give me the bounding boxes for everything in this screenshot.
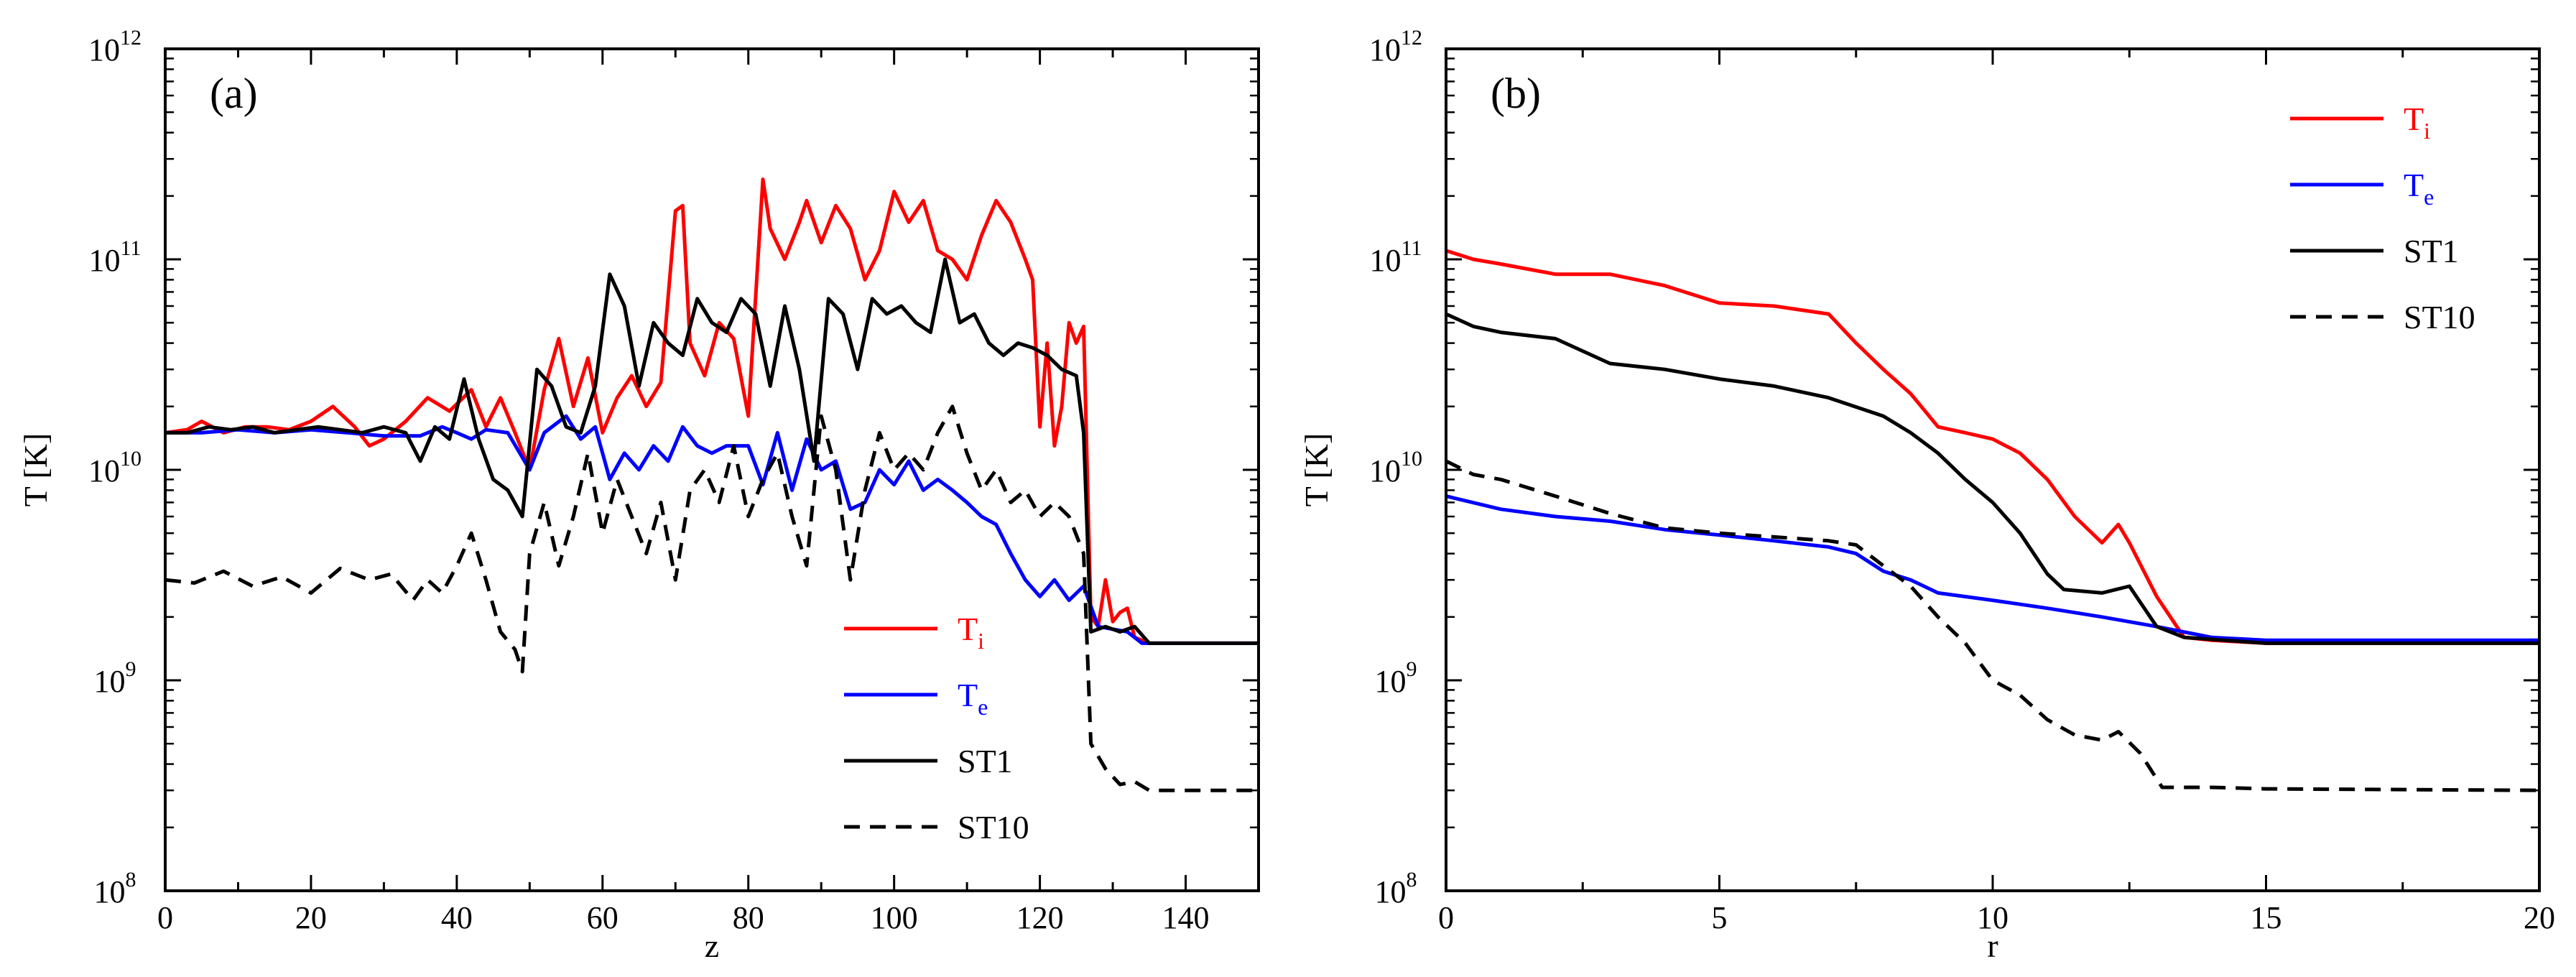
y-tick-exponent: 10 [120, 447, 142, 471]
y-tick-exponent: 12 [1401, 26, 1422, 50]
legend-label-main: T [958, 611, 978, 647]
series-line-te [165, 414, 1259, 645]
legend-label-main: ST10 [2404, 299, 2475, 335]
x-tick-label: 120 [1016, 900, 1064, 935]
y-tick-base: 10 [1369, 453, 1401, 488]
series-line-ti [165, 177, 1259, 645]
legend-label-st1: ST1 [958, 743, 1013, 779]
x-tick-label: 80 [733, 900, 764, 935]
series-line-te [1446, 494, 2539, 642]
x-tick-label: 60 [587, 900, 618, 935]
y-tick-base: 10 [1375, 664, 1407, 699]
y-tick-label: 1012 [88, 26, 142, 68]
legend-label-subscript: i [2424, 118, 2430, 144]
series-line-st1 [1446, 312, 2539, 645]
legend-label-main: ST10 [958, 809, 1029, 846]
legend-label-subscript: e [978, 694, 988, 720]
plot-frame [1445, 47, 2541, 892]
y-tick-base: 10 [1370, 243, 1401, 278]
x-tick-label: 10 [1977, 900, 2009, 935]
y-tick-label: 109 [94, 657, 136, 699]
y-tick-exponent: 11 [121, 236, 142, 260]
legend-label-te: Te [2404, 167, 2434, 210]
y-tick-base: 10 [94, 664, 126, 699]
y-tick-base: 10 [89, 243, 121, 278]
y-tick-base: 10 [1369, 32, 1401, 68]
y-tick-label: 109 [1375, 657, 1417, 699]
panel-label: (b) [1491, 70, 1541, 117]
y-tick-base: 10 [88, 453, 120, 488]
y-tick-label: 1012 [1369, 26, 1422, 68]
y-tick-exponent: 8 [1407, 868, 1417, 892]
y-tick-exponent: 9 [1407, 657, 1417, 681]
y-tick-exponent: 10 [1401, 447, 1422, 471]
y-axis-label: T [K] [17, 433, 54, 507]
series-line-st1 [165, 257, 1259, 645]
legend-label-main: T [2404, 167, 2424, 203]
legend-label-st1: ST1 [2404, 233, 2459, 269]
plot-frame [164, 47, 1260, 892]
legend-label-st10: ST10 [2404, 299, 2475, 335]
series-line-st10 [1446, 459, 2539, 792]
y-tick-exponent: 8 [126, 868, 136, 892]
y-tick-base: 10 [94, 874, 126, 909]
series-line-ti [1446, 249, 2539, 645]
y-axis-label: T [K] [1298, 433, 1335, 507]
y-tick-label: 108 [94, 868, 136, 909]
legend-label-main: T [958, 677, 978, 713]
y-tick-exponent: 9 [126, 657, 136, 681]
y-tick-label: 1011 [1370, 236, 1422, 278]
y-tick-base: 10 [88, 32, 120, 68]
x-tick-label: 0 [1438, 900, 1454, 935]
series-line-st10 [165, 404, 1259, 792]
legend-label-ti: Ti [958, 611, 984, 654]
legend-label-ti: Ti [2404, 101, 2430, 144]
x-tick-label: 15 [2251, 900, 2282, 935]
y-tick-label: 1011 [89, 236, 142, 278]
legend-label-subscript: e [2424, 184, 2434, 210]
legend-label-te: Te [958, 677, 988, 720]
legend-label-main: ST1 [958, 743, 1013, 779]
y-tick-label: 1010 [1369, 447, 1422, 488]
x-tick-label: 0 [157, 900, 173, 935]
y-tick-base: 10 [1375, 874, 1407, 909]
legend-label-st10: ST10 [958, 809, 1029, 846]
y-tick-exponent: 11 [1401, 236, 1422, 260]
x-axis-label: r [1987, 927, 1998, 964]
y-tick-exponent: 12 [120, 26, 142, 50]
x-tick-label: 40 [441, 900, 473, 935]
y-tick-label: 1010 [88, 447, 142, 488]
x-axis-label: z [705, 927, 719, 964]
panel-label: (a) [210, 70, 258, 117]
y-tick-label: 108 [1375, 868, 1417, 909]
x-tick-label: 140 [1162, 900, 1210, 935]
x-tick-label: 5 [1712, 900, 1728, 935]
x-tick-label: 20 [2524, 900, 2555, 935]
legend-label-main: T [2404, 101, 2424, 137]
legend-label-subscript: i [978, 628, 984, 654]
x-tick-label: 20 [295, 900, 327, 935]
x-tick-label: 100 [871, 900, 918, 935]
legend-label-main: ST1 [2404, 233, 2459, 269]
